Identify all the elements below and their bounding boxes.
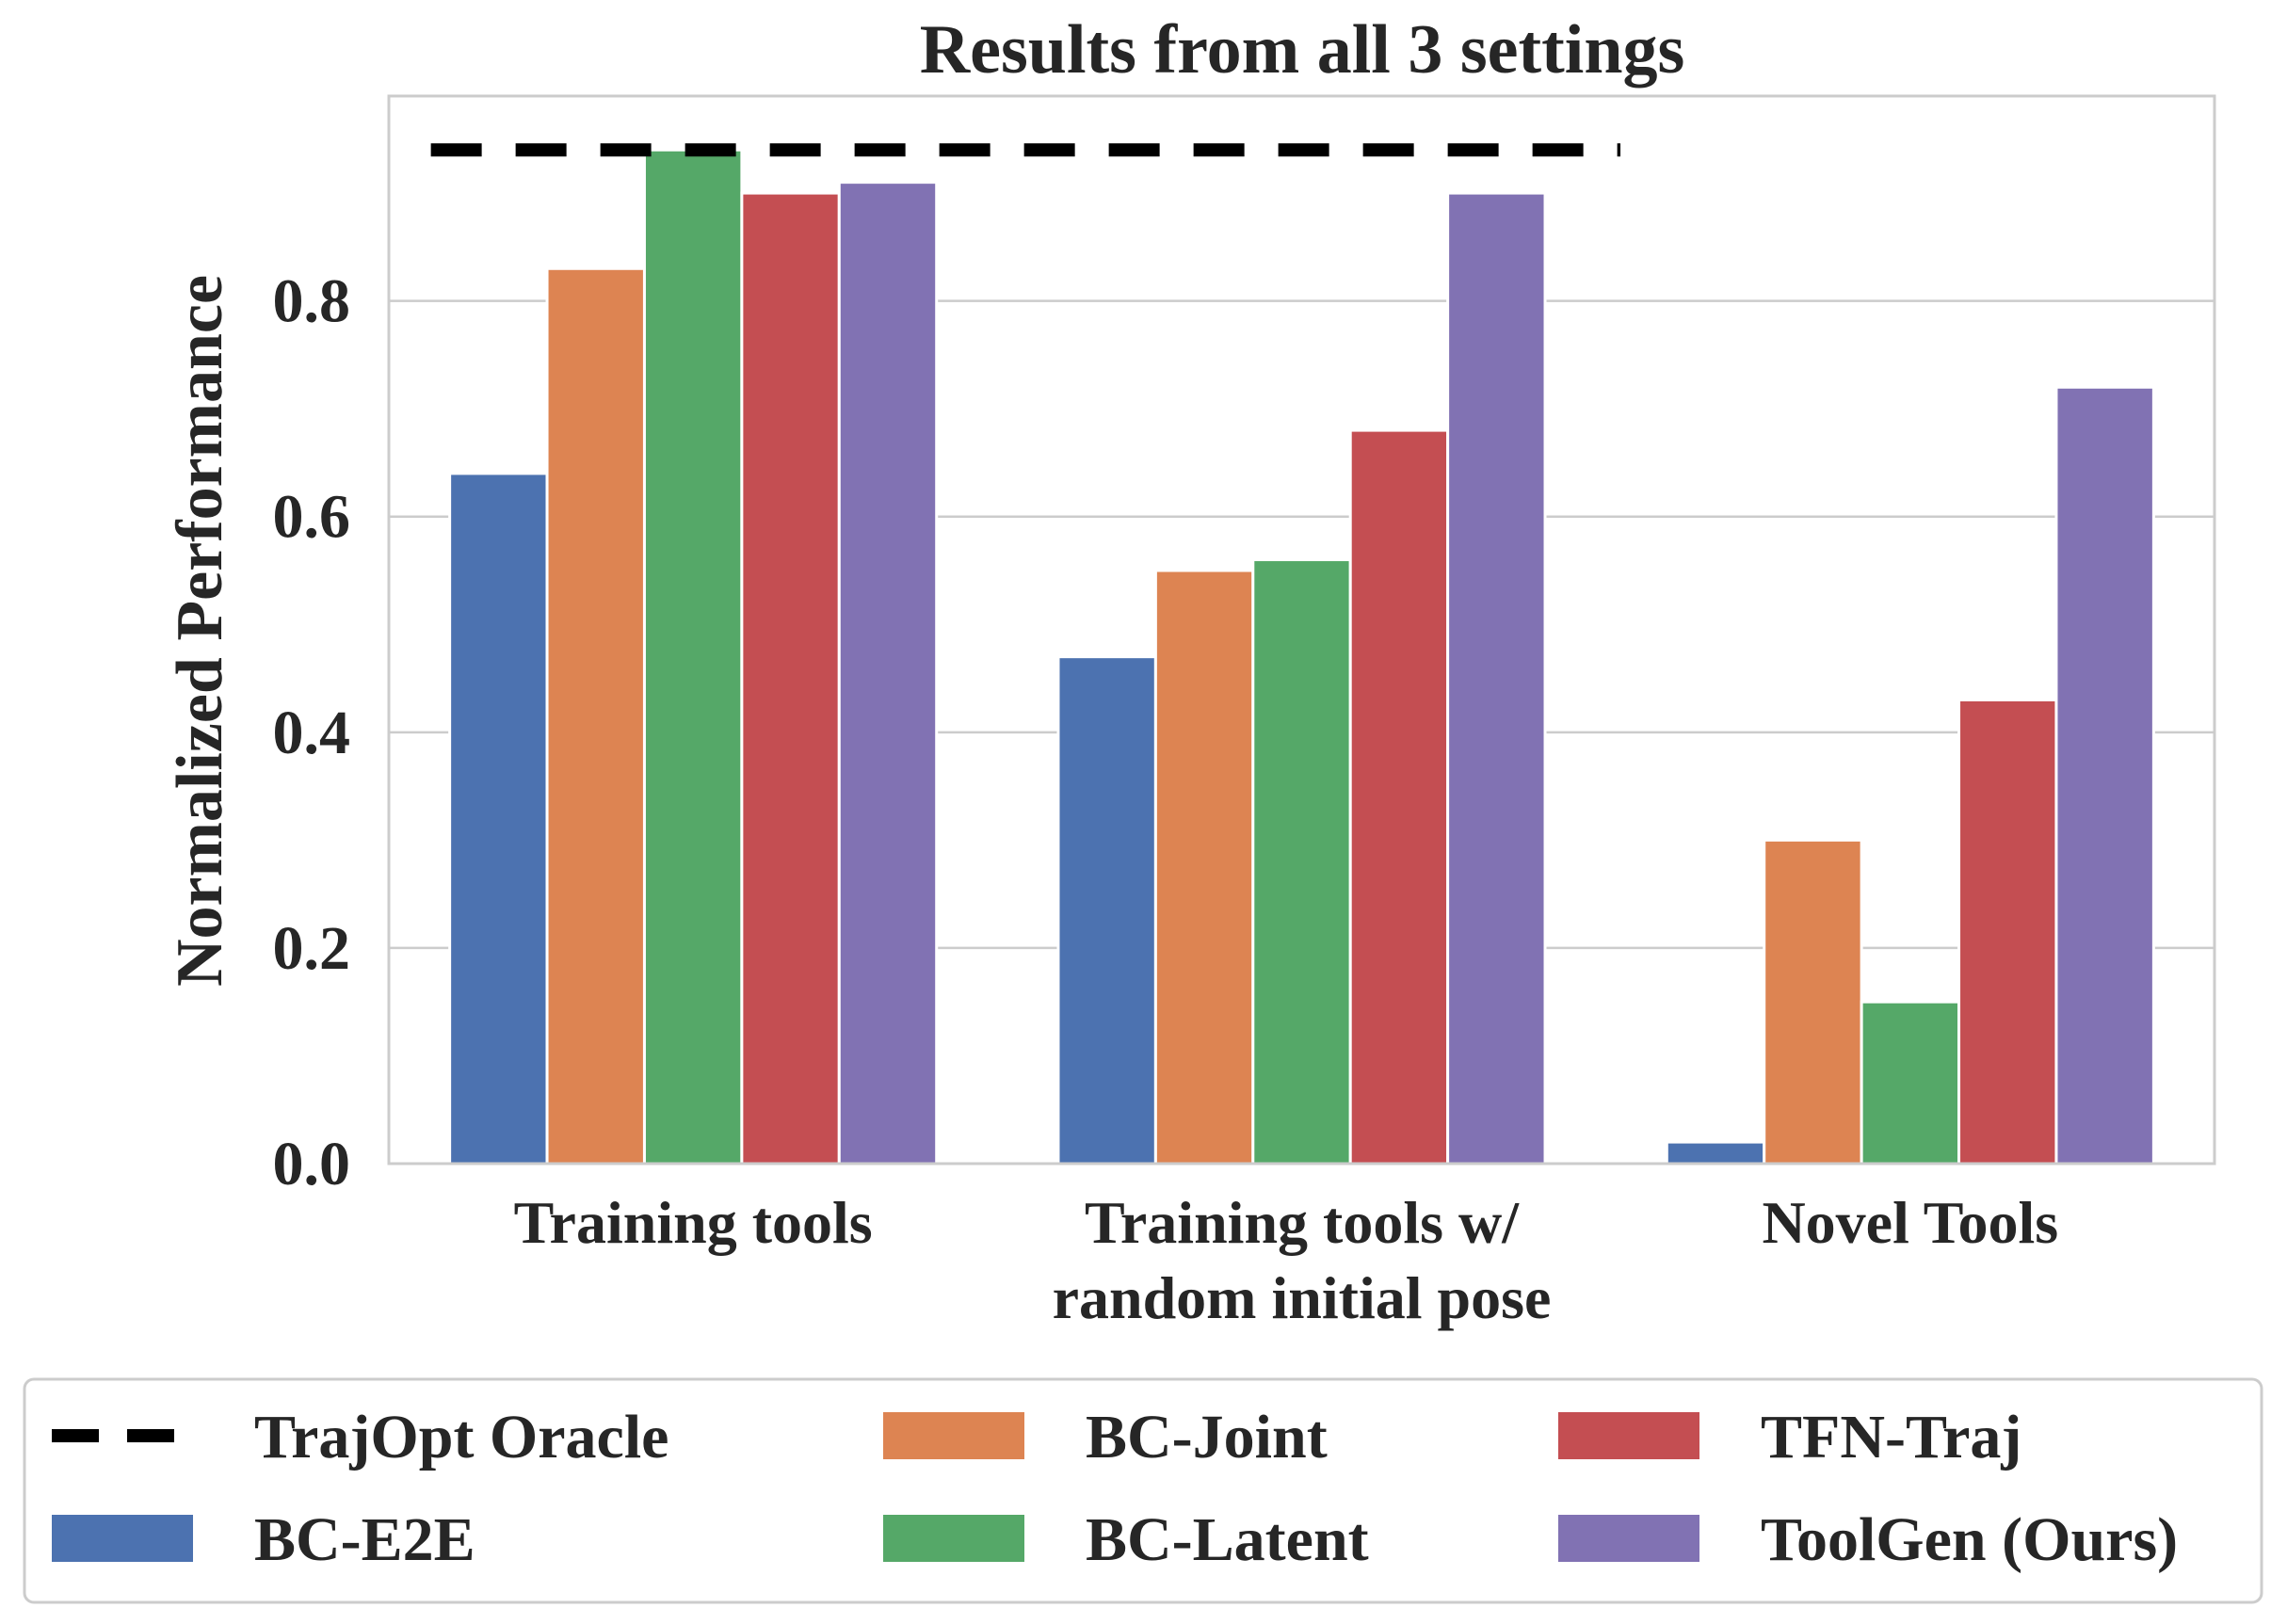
y-axis-ticks: 0.0 0.2 0.4 0.6 0.8	[273, 267, 351, 1198]
plot-frame	[387, 94, 2216, 1166]
bar-bc-latent-0	[642, 148, 744, 1166]
legend-box	[23, 1377, 2263, 1604]
y-tick-label: 0.6	[273, 483, 351, 552]
y-tick-label: 0.8	[273, 267, 351, 336]
legend-swatch	[1558, 1412, 1699, 1459]
bar-toolgen-ours-0	[837, 181, 939, 1166]
x-category-label: Training tools w/	[1085, 1189, 1520, 1256]
bar-bc-e2e-0	[448, 472, 549, 1166]
x-category-label: Training tools	[514, 1189, 873, 1256]
y-axis-label: Normalized Performance	[164, 275, 236, 987]
bar-toolgen-ours-1	[1446, 191, 1547, 1166]
x-category-label: Novel Tools	[1762, 1189, 2058, 1256]
legend-label: BC-E2E	[254, 1505, 475, 1574]
bar-bc-e2e-1	[1056, 655, 1157, 1166]
bar-bc-latent-1	[1251, 558, 1352, 1166]
legend-label: TFN-Traj	[1761, 1403, 2021, 1471]
bar-bc-latent-2	[1860, 1000, 1961, 1166]
bar-toolgen-ours-2	[2054, 385, 2155, 1166]
x-category-label: random initial pose	[1053, 1264, 1552, 1331]
x-axis-categories: Training tools Training tools w/random in…	[514, 1189, 2059, 1331]
legend-swatch	[883, 1515, 1024, 1562]
legend-label: BC-Latent	[1086, 1505, 1369, 1574]
bar-bc-e2e-2	[1665, 1140, 1766, 1166]
bar-bc-joint-0	[545, 266, 646, 1166]
bar-tfn-traj-0	[740, 191, 841, 1166]
legend-label: ToolGen (Ours)	[1761, 1505, 2178, 1574]
y-tick-label: 0.4	[273, 699, 351, 767]
bar-bc-joint-1	[1153, 569, 1255, 1166]
legend-label: BC-Joint	[1086, 1403, 1328, 1471]
bar-bc-joint-2	[1763, 838, 1863, 1166]
bars	[448, 148, 2155, 1166]
legend: TrajOpt Oracle BC-E2E BC-Joint BC-Latent TFN…	[23, 1377, 2263, 1604]
y-tick-label: 0.2	[273, 914, 351, 983]
bar-tfn-traj-1	[1348, 428, 1450, 1166]
y-tick-label: 0.0	[273, 1130, 351, 1198]
legend-swatch	[883, 1412, 1024, 1459]
chart-title: Results from all 3 settings	[920, 11, 1685, 88]
legend-label: TrajOpt Oracle	[254, 1403, 668, 1471]
legend-swatch	[1558, 1515, 1699, 1562]
bar-tfn-traj-2	[1957, 698, 2058, 1166]
legend-swatch	[52, 1515, 193, 1562]
